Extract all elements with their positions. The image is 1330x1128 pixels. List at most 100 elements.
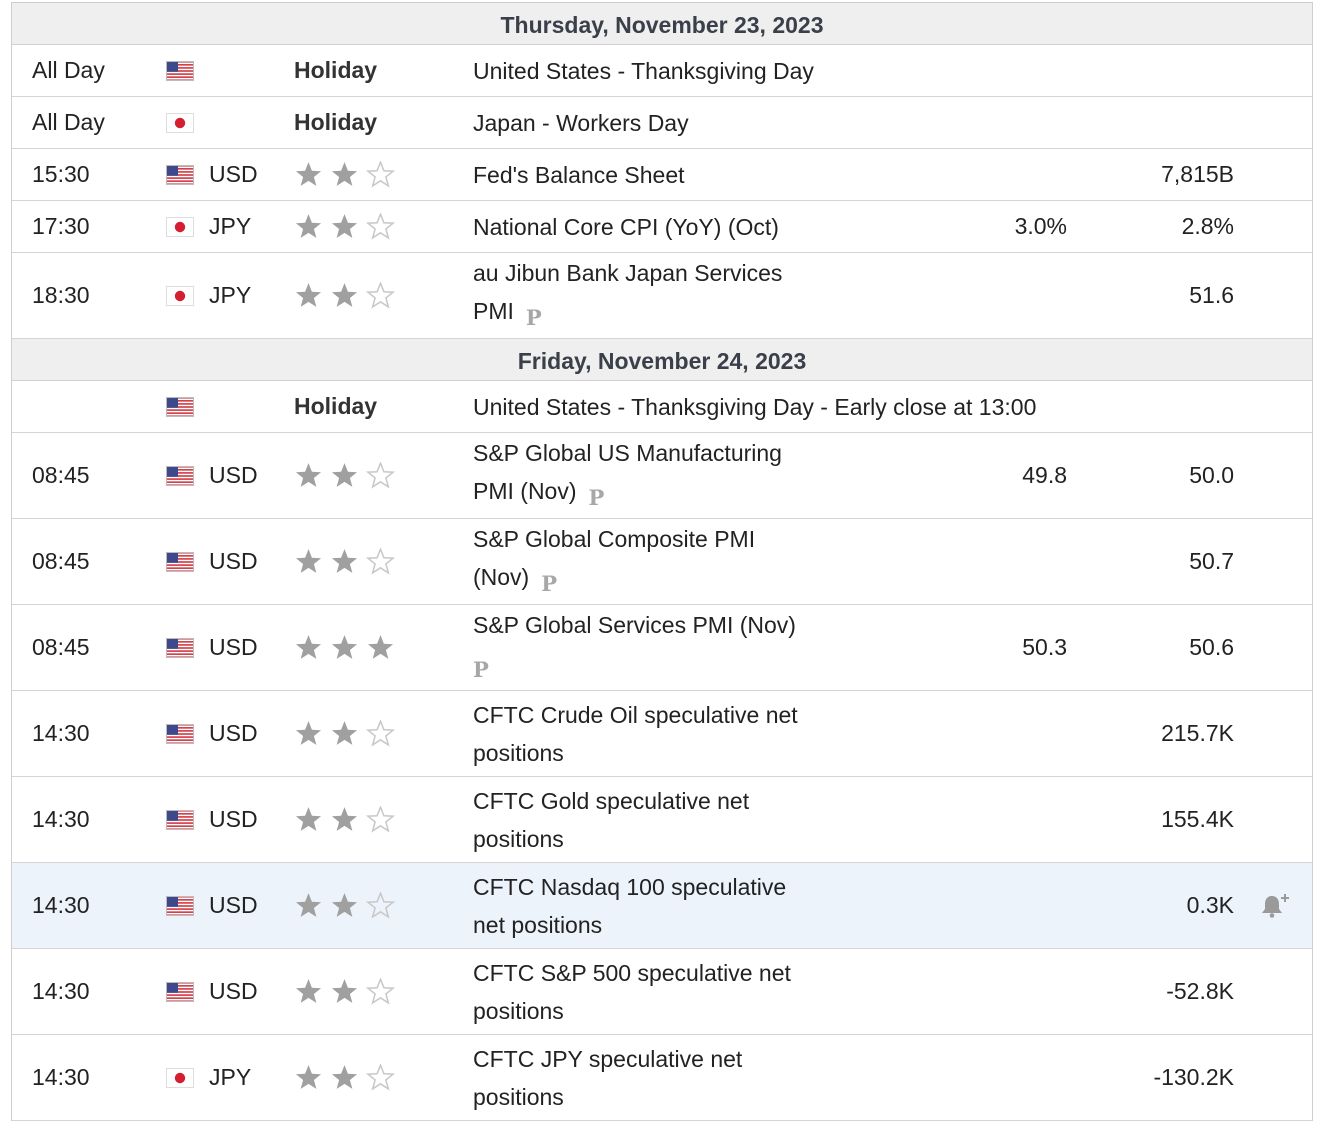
event-name-continued[interactable]: positions xyxy=(473,1083,564,1110)
jp-flag-icon xyxy=(166,1067,194,1088)
event-name-continued[interactable]: (Nov) xyxy=(473,564,530,590)
us-flag-icon xyxy=(166,60,194,81)
event-name[interactable]: Fed's Balance Sheet xyxy=(473,161,685,188)
event-time: 14:30 xyxy=(32,720,90,746)
event-name-cell[interactable]: S&P Global US Manufacturing PMI (Nov) P xyxy=(473,433,1073,518)
event-forecast: 50.0 xyxy=(1189,462,1234,488)
event-importance xyxy=(294,519,414,604)
event-row[interactable]: All Day Holiday Japan - Workers Day xyxy=(12,97,1312,149)
event-name-cell[interactable]: United States - Thanksgiving Day - Early… xyxy=(473,381,1073,432)
event-name[interactable]: United States - Thanksgiving Day xyxy=(473,57,814,84)
event-name-continued[interactable]: PMI (Nov) xyxy=(473,478,577,504)
event-name-wrap: United States - Thanksgiving Day xyxy=(473,52,814,90)
event-name[interactable]: au Jibun Bank Japan Services xyxy=(473,260,783,286)
event-name-cell[interactable]: Japan - Workers Day xyxy=(473,97,1073,148)
us-flag-icon xyxy=(166,809,194,830)
preliminary-icon: P xyxy=(588,485,605,510)
date-header: Thursday, November 23, 2023 xyxy=(12,3,1312,45)
star-empty-icon xyxy=(366,282,395,309)
event-name-continued[interactable]: PMI xyxy=(473,298,514,324)
event-name[interactable]: S&P Global US Manufacturing xyxy=(473,440,782,466)
us-flag-icon xyxy=(166,551,194,572)
event-forecast: -52.8K xyxy=(1166,978,1234,1004)
event-name[interactable]: CFTC JPY speculative net xyxy=(473,1045,743,1072)
event-row[interactable]: 18:30 JPY au Jibun Bank Japan Services PMI P… xyxy=(12,253,1312,339)
importance-stars xyxy=(294,213,395,240)
star-filled-icon xyxy=(295,635,322,659)
event-name-line2: positions xyxy=(473,992,791,1030)
us-flag-icon xyxy=(166,396,194,417)
event-name[interactable]: CFTC Nasdaq 100 speculative xyxy=(473,873,787,900)
event-row[interactable]: Holiday United States - Thanksgiving Day … xyxy=(12,381,1312,433)
event-name[interactable]: United States - Thanksgiving Day - Early… xyxy=(473,393,1037,420)
holiday-label: Holiday xyxy=(294,109,378,135)
event-row[interactable]: 08:45 USD S&P Global US Manufacturing PMI (… xyxy=(12,433,1312,519)
star-filled-icon xyxy=(331,1065,358,1089)
economic-calendar-table: Thursday, November 23, 2023 All Day Holida… xyxy=(11,2,1313,1121)
event-name-cell[interactable]: United States - Thanksgiving Day xyxy=(473,45,1073,96)
star-filled-icon xyxy=(295,1065,322,1089)
event-name-cell[interactable]: au Jibun Bank Japan Services PMI P xyxy=(473,253,1073,338)
event-name-cell[interactable]: S&P Global Composite PMI (Nov) P xyxy=(473,519,1073,604)
event-importance xyxy=(294,949,414,1034)
us-flag-icon xyxy=(166,723,194,744)
star-filled-icon xyxy=(331,463,358,487)
event-name-continued[interactable]: positions xyxy=(473,825,564,852)
event-name-cell[interactable]: National Core CPI (YoY) (Oct) xyxy=(473,201,1073,252)
event-name[interactable]: S&P Global Services PMI (Nov) xyxy=(473,612,796,638)
us-flag-icon xyxy=(166,981,194,1002)
event-row[interactable]: 08:45 USD S&P Global Composite PMI (Nov) P 50… xyxy=(12,519,1312,605)
event-row[interactable]: 17:30 JPY National Core CPI (YoY) (Oct) 3.0… xyxy=(12,201,1312,253)
us-flag-icon xyxy=(166,164,194,185)
event-name-continued[interactable]: positions xyxy=(473,997,564,1024)
event-name-cell[interactable]: CFTC Nasdaq 100 speculative net positions xyxy=(473,863,1073,948)
event-name-cell[interactable]: CFTC Crude Oil speculative net positions xyxy=(473,691,1073,776)
event-forecast: 155.4K xyxy=(1161,806,1234,832)
alert-cell[interactable] xyxy=(1260,863,1300,948)
event-time: 08:45 xyxy=(32,548,90,574)
event-name-cell[interactable]: CFTC S&P 500 speculative net positions xyxy=(473,949,1073,1034)
event-name-continued[interactable]: net positions xyxy=(473,911,603,938)
event-currency: USD xyxy=(209,720,258,746)
event-name[interactable]: Japan - Workers Day xyxy=(473,109,689,136)
star-filled-icon xyxy=(331,635,358,659)
event-importance xyxy=(294,201,414,252)
event-row[interactable]: All Day Holiday United States - Thanksgivi… xyxy=(12,45,1312,97)
star-filled-icon xyxy=(295,162,322,186)
event-name[interactable]: CFTC Crude Oil speculative net xyxy=(473,701,798,728)
importance-stars xyxy=(294,282,395,309)
event-name[interactable]: National Core CPI (YoY) (Oct) xyxy=(473,213,779,240)
event-name[interactable]: CFTC Gold speculative net xyxy=(473,787,750,814)
event-importance: Holiday xyxy=(294,45,414,96)
event-time: 15:30 xyxy=(32,161,90,187)
bell-plus-icon[interactable] xyxy=(1260,892,1292,920)
star-filled-icon xyxy=(295,214,322,238)
event-name[interactable]: CFTC S&P 500 speculative net xyxy=(473,959,791,986)
event-name-cell[interactable]: Fed's Balance Sheet xyxy=(473,149,1073,200)
event-row[interactable]: 08:45 USD S&P Global Services PMI (Nov) P 50… xyxy=(12,605,1312,691)
event-row[interactable]: 14:30 USD CFTC S&P 500 speculative net posi… xyxy=(12,949,1312,1035)
event-name[interactable]: S&P Global Composite PMI xyxy=(473,526,756,552)
star-empty-icon xyxy=(366,978,395,1005)
jp-flag-icon xyxy=(166,285,194,306)
event-name-wrap: CFTC Gold speculative net positions xyxy=(473,782,749,858)
event-name-cell[interactable]: CFTC JPY speculative net positions xyxy=(473,1035,1073,1120)
star-empty-icon xyxy=(366,462,395,489)
event-row[interactable]: 15:30 USD Fed's Balance Sheet 7,815B xyxy=(12,149,1312,201)
preliminary-icon: P xyxy=(525,305,542,330)
country-flag xyxy=(166,201,196,252)
event-row[interactable]: 14:30 USD CFTC Crude Oil speculative net po… xyxy=(12,691,1312,777)
event-forecast: 50.7 xyxy=(1189,548,1234,574)
star-filled-icon xyxy=(331,549,358,573)
event-name-continued[interactable]: positions xyxy=(473,739,564,766)
event-name-cell[interactable]: S&P Global Services PMI (Nov) P xyxy=(473,605,1073,690)
event-row[interactable]: 14:30 USD CFTC Nasdaq 100 speculative net p… xyxy=(12,863,1312,949)
star-empty-icon xyxy=(366,1064,395,1091)
event-time: 18:30 xyxy=(32,282,90,308)
country-flag xyxy=(166,97,196,148)
event-time: 08:45 xyxy=(32,462,90,488)
event-row[interactable]: 14:30 JPY CFTC JPY speculative net position… xyxy=(12,1035,1312,1121)
preliminary-icon: P xyxy=(541,571,558,596)
event-row[interactable]: 14:30 USD CFTC Gold speculative net positio… xyxy=(12,777,1312,863)
event-name-cell[interactable]: CFTC Gold speculative net positions xyxy=(473,777,1073,862)
